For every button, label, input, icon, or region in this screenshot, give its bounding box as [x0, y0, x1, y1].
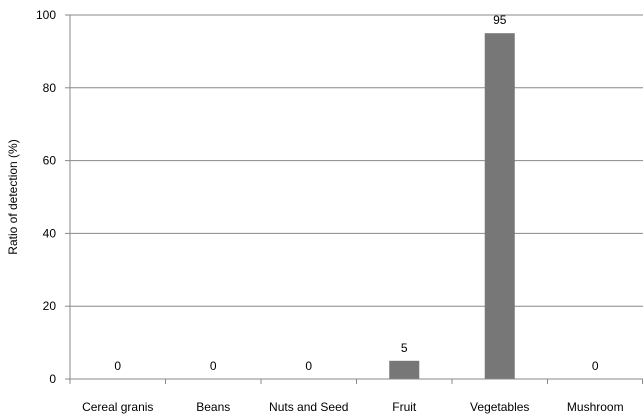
- y-tick-label: 80: [43, 81, 57, 95]
- y-tick-label: 60: [43, 154, 57, 168]
- gridlines: [70, 14, 643, 307]
- x-tick-label: Beans: [196, 400, 230, 414]
- x-tick-label: Cereal granis: [82, 400, 153, 414]
- y-axis-title: Ratio of detection (%): [6, 139, 20, 254]
- x-tick-label: Vegetables: [470, 400, 529, 414]
- bars: [389, 33, 515, 379]
- data-label: 0: [114, 359, 121, 373]
- y-tick-label: 0: [49, 372, 56, 386]
- y-tick-label: 100: [36, 8, 56, 22]
- data-label: 0: [305, 359, 312, 373]
- data-label: 0: [210, 359, 217, 373]
- bar-vegetables: [484, 33, 515, 379]
- x-tick-label: Fruit: [392, 400, 417, 414]
- axes: 0 20 40 60 80 100 Cereal granis Beans Nuts and S…: [36, 8, 643, 414]
- y-tick-label: 40: [43, 226, 57, 240]
- data-label: 5: [401, 341, 408, 355]
- x-tick-label: Mushroom: [567, 400, 624, 414]
- data-label: 95: [493, 13, 507, 27]
- data-labels: 0 0 0 5 95 0: [114, 13, 599, 373]
- bar-fruit: [389, 360, 420, 379]
- x-tick-label: Nuts and Seed: [269, 400, 348, 414]
- y-tick-label: 20: [43, 299, 57, 313]
- data-label: 0: [592, 359, 599, 373]
